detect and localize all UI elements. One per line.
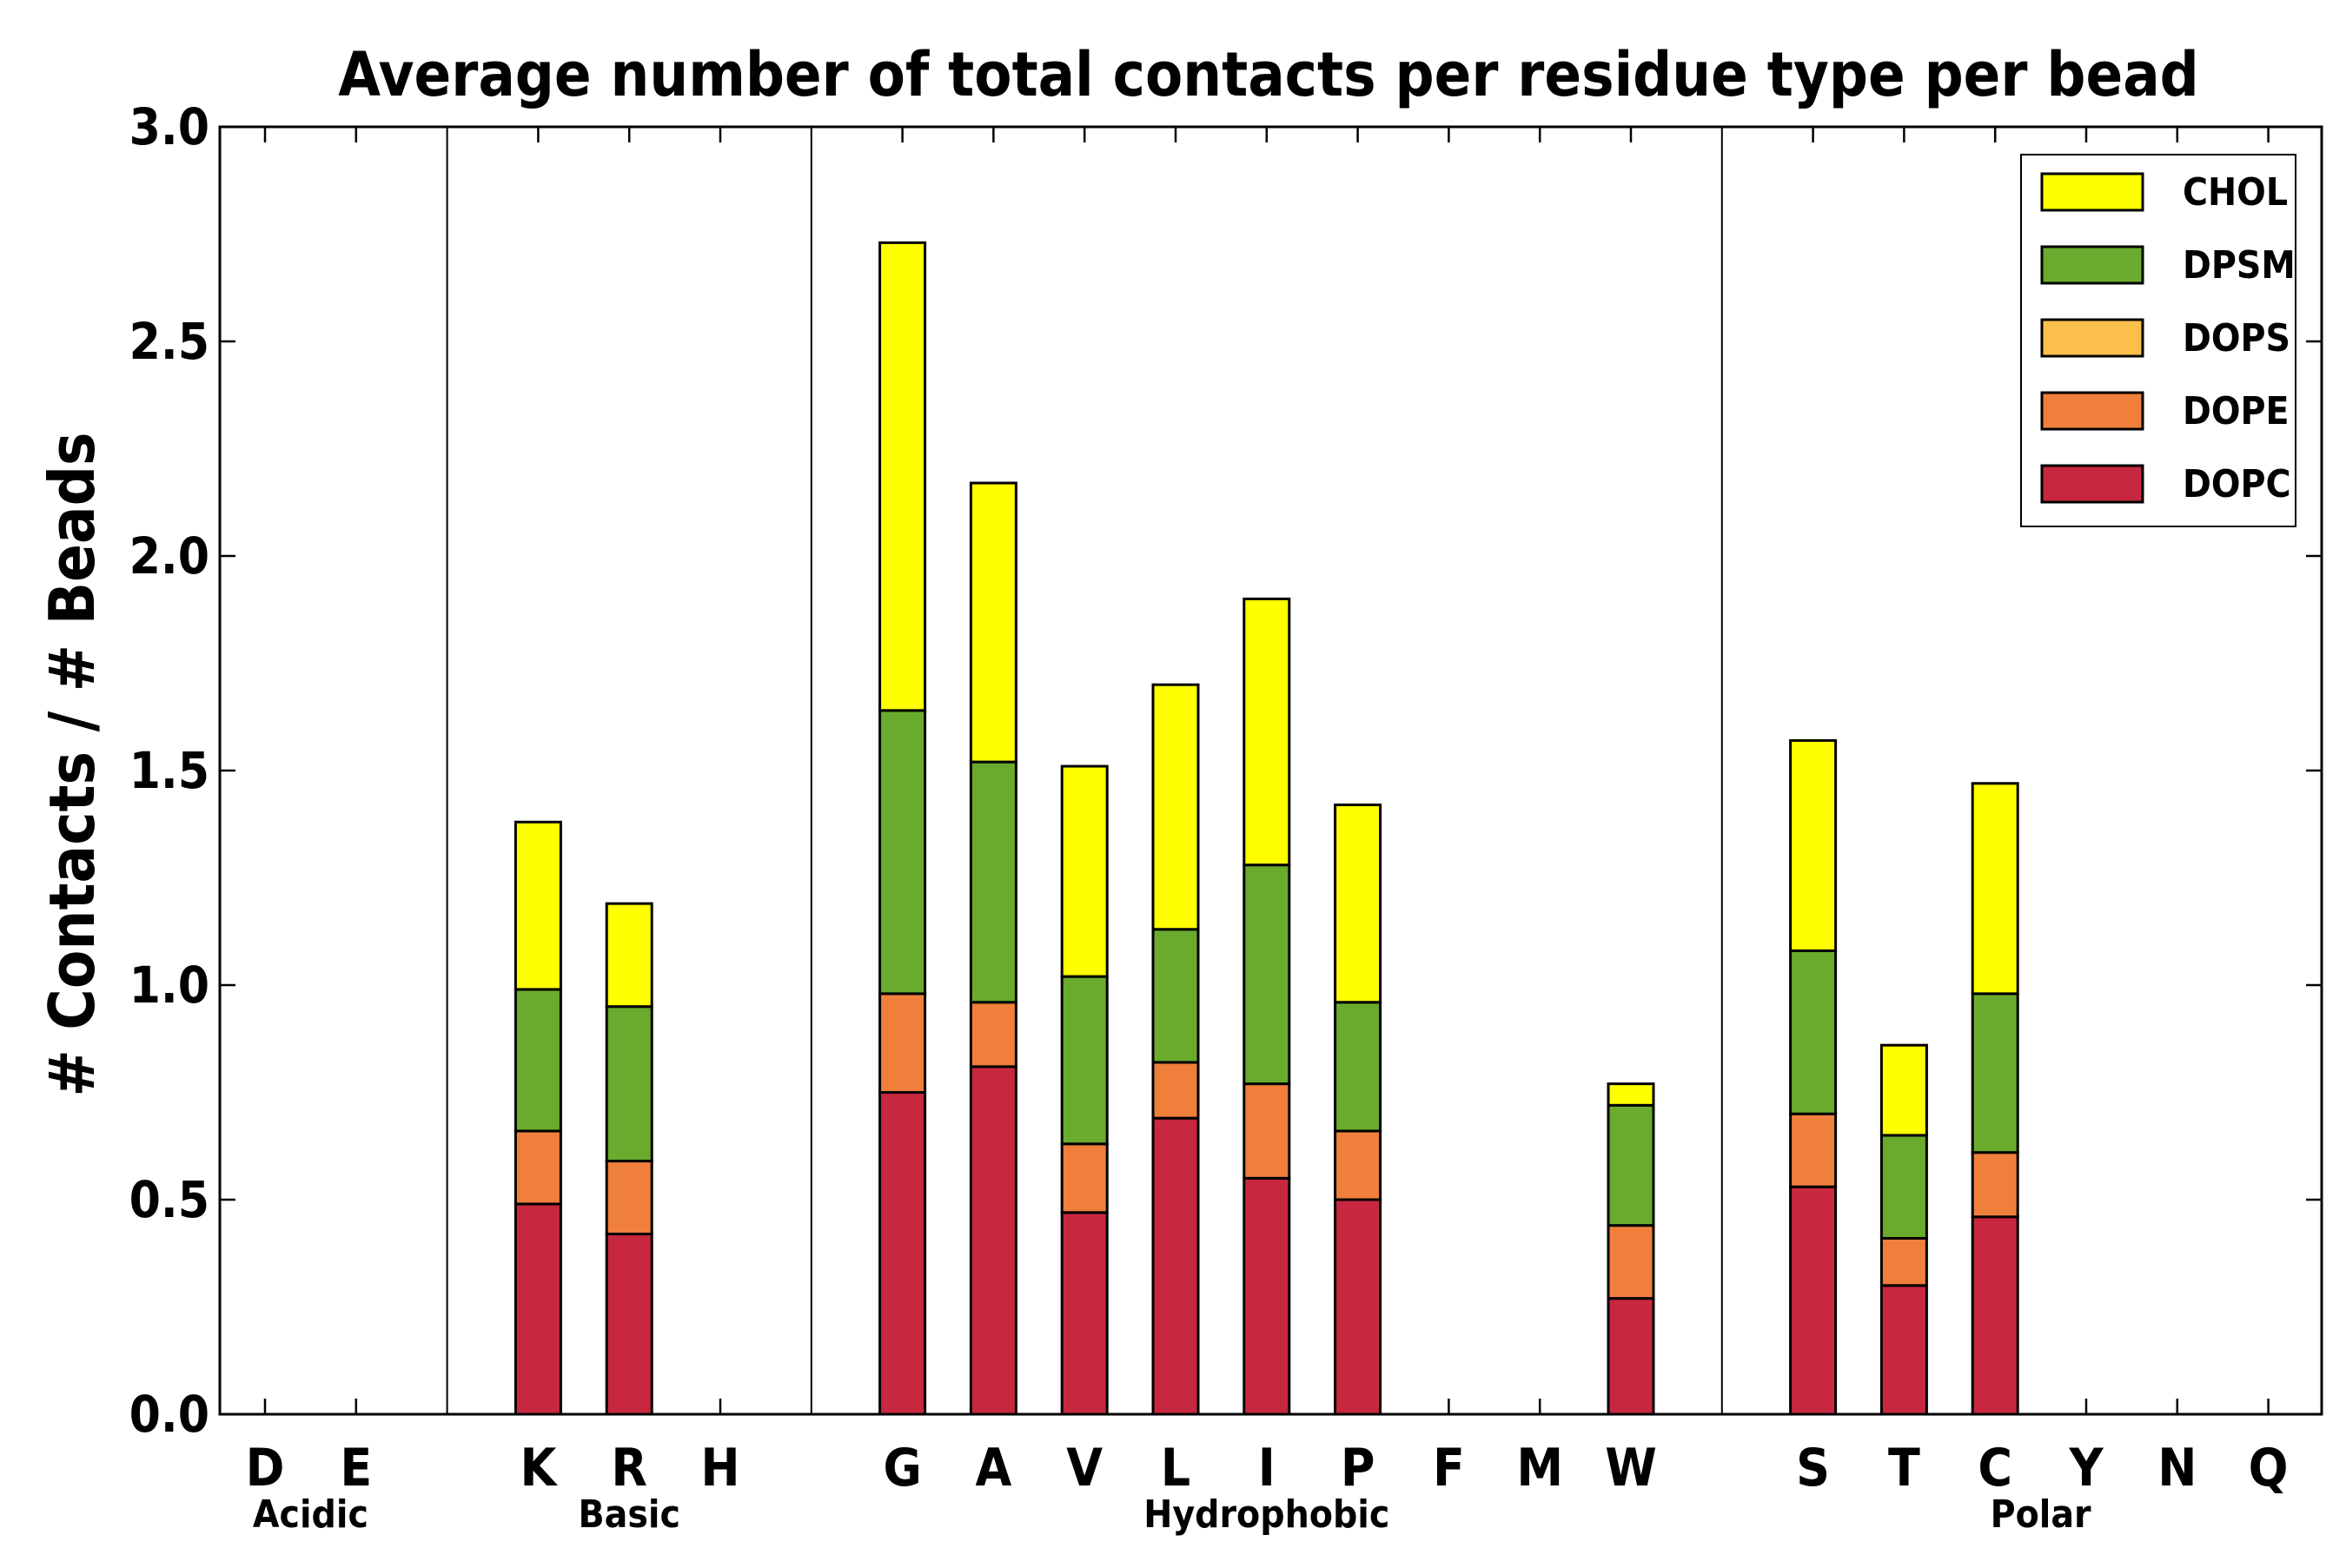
y-axis-label: # Contacts / # Beads bbox=[36, 432, 109, 1096]
x-tick-label-d: D bbox=[246, 1438, 285, 1499]
x-tick-label-p: P bbox=[1341, 1438, 1375, 1499]
plot-area: 0.0 0.5 1.0 1.5 2.0 2.5 3.0 D E K R H G A V L I P F M W S T C Y N… bbox=[129, 97, 2323, 1537]
bar-t-chol bbox=[1879, 1043, 1928, 1137]
x-tick-label-r: R bbox=[611, 1438, 647, 1499]
y-tick-label: 2.5 bbox=[129, 312, 209, 371]
x-tick-label-n: N bbox=[2157, 1438, 2197, 1499]
legend-label-dopc: DOPC bbox=[2183, 462, 2291, 506]
bar-g-dpsm bbox=[878, 709, 927, 996]
bar-w-dopc bbox=[1607, 1297, 1655, 1416]
bar-p-chol bbox=[1334, 804, 1382, 1004]
bar-i-chol bbox=[1243, 597, 1291, 867]
bar-k-chol bbox=[514, 820, 562, 991]
y-tick-label: 2.0 bbox=[129, 526, 209, 586]
y-tick-label: 1.5 bbox=[129, 741, 209, 800]
x-tick-label-e: E bbox=[340, 1438, 372, 1499]
bar-g-dopc bbox=[878, 1091, 927, 1416]
y-tick-label: 0.5 bbox=[129, 1170, 209, 1229]
bar-r-chol bbox=[605, 902, 653, 1009]
legend-label-dops: DOPS bbox=[2183, 316, 2290, 361]
legend-label-dope: DOPE bbox=[2183, 389, 2290, 433]
bar-a-dope bbox=[969, 1001, 1017, 1068]
group-label-polar: Polar bbox=[1991, 1492, 2091, 1537]
x-tick-label-f: F bbox=[1433, 1438, 1465, 1499]
bar-i-dpsm bbox=[1243, 863, 1291, 1086]
x-tick-label-y: Y bbox=[2068, 1438, 2104, 1499]
bar-l-dope bbox=[1151, 1061, 1200, 1120]
x-tick-label-l: L bbox=[1161, 1438, 1190, 1499]
x-tick-label-i: I bbox=[1258, 1438, 1276, 1499]
bar-k-dope bbox=[514, 1129, 562, 1206]
bar-c-chol bbox=[1971, 782, 2019, 996]
bar-l-chol bbox=[1151, 683, 1200, 931]
y-tick-label: 0.0 bbox=[129, 1385, 209, 1444]
bar-g-chol bbox=[878, 241, 927, 712]
bar-p-dpsm bbox=[1334, 1001, 1382, 1133]
bar-t-dope bbox=[1879, 1236, 1928, 1287]
bar-r-dopc bbox=[605, 1233, 653, 1416]
bar-c-dopc bbox=[1971, 1215, 2019, 1416]
bar-s-dpsm bbox=[1789, 949, 1838, 1115]
bar-a-chol bbox=[969, 481, 1017, 764]
legend-swatch-chol bbox=[2040, 172, 2144, 212]
group-label-acidic: Acidic bbox=[253, 1492, 368, 1537]
bar-v-dopc bbox=[1060, 1211, 1109, 1416]
legend-swatch-dope bbox=[2040, 391, 2144, 431]
bar-w-chol bbox=[1607, 1082, 1655, 1107]
bar-a-dpsm bbox=[969, 760, 1017, 1004]
group-label-basic: Basic bbox=[578, 1492, 679, 1537]
bar-s-chol bbox=[1789, 738, 1838, 952]
legend: CHOL DPSM DOPS DOPE DOPC bbox=[2020, 154, 2296, 527]
bar-v-chol bbox=[1060, 764, 1109, 978]
x-tick-label-h: H bbox=[700, 1438, 739, 1499]
legend-swatch-dopc bbox=[2040, 464, 2144, 504]
bar-w-dpsm bbox=[1607, 1103, 1655, 1227]
bar-r-dope bbox=[605, 1160, 653, 1236]
x-tick-label-g: G bbox=[883, 1438, 921, 1499]
x-tick-label-t: T bbox=[1888, 1438, 1920, 1499]
bar-l-dopc bbox=[1151, 1116, 1200, 1416]
legend-label-dpsm: DPSM bbox=[2183, 243, 2296, 288]
bar-c-dpsm bbox=[1971, 992, 2019, 1154]
group-label-hydrophobic: Hydrophobic bbox=[1143, 1492, 1389, 1537]
legend-swatch-dpsm bbox=[2040, 245, 2144, 285]
legend-swatch-dops bbox=[2040, 318, 2144, 358]
chart-title: Average number of total contacts per res… bbox=[338, 39, 2199, 110]
x-tick-label-c: C bbox=[1978, 1438, 2012, 1499]
x-tick-label-a: A bbox=[976, 1438, 1012, 1499]
bar-i-dopc bbox=[1243, 1176, 1291, 1416]
bar-k-dpsm bbox=[514, 988, 562, 1133]
y-tick-label: 3.0 bbox=[129, 97, 209, 156]
bar-g-dope bbox=[878, 992, 927, 1095]
y-tick-label: 1.0 bbox=[129, 956, 209, 1015]
x-tick-label-w: W bbox=[1605, 1438, 1657, 1499]
bar-t-dpsm bbox=[1879, 1134, 1928, 1240]
bar-p-dopc bbox=[1334, 1198, 1382, 1416]
bar-r-dpsm bbox=[605, 1005, 653, 1163]
bar-v-dope bbox=[1060, 1142, 1109, 1214]
x-tick-label-s: S bbox=[1796, 1438, 1830, 1499]
bar-k-dopc bbox=[514, 1202, 562, 1416]
bar-p-dope bbox=[1334, 1129, 1382, 1201]
x-tick-label-q: Q bbox=[2249, 1438, 2289, 1499]
x-tick-label-v: V bbox=[1066, 1438, 1103, 1499]
bar-s-dope bbox=[1789, 1112, 1838, 1188]
bar-w-dope bbox=[1607, 1224, 1655, 1300]
bar-i-dope bbox=[1243, 1082, 1291, 1180]
bar-s-dopc bbox=[1789, 1185, 1838, 1416]
bar-a-dopc bbox=[969, 1065, 1017, 1416]
x-tick-label-k: K bbox=[520, 1438, 558, 1499]
legend-label-chol: CHOL bbox=[2183, 170, 2288, 215]
bar-l-dpsm bbox=[1151, 928, 1200, 1064]
bar-c-dope bbox=[1971, 1151, 2019, 1219]
x-tick-label-m: M bbox=[1516, 1438, 1563, 1499]
bar-v-dpsm bbox=[1060, 975, 1109, 1146]
bar-t-dopc bbox=[1879, 1284, 1928, 1416]
